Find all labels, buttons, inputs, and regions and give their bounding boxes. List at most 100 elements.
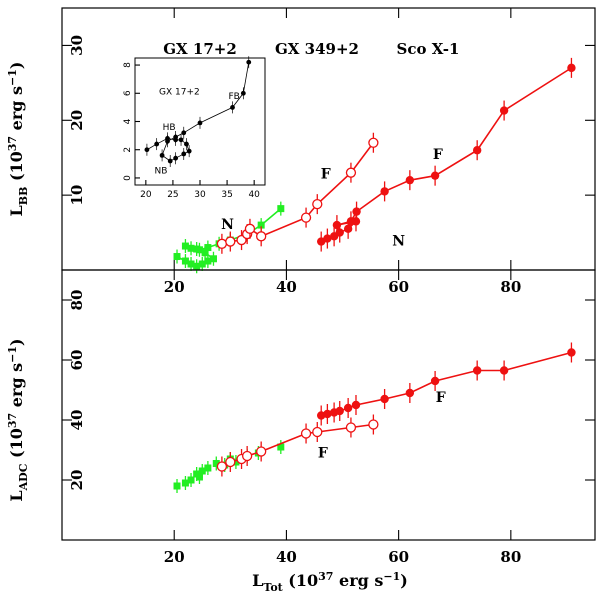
inset-xtick-label: 20 — [140, 190, 152, 200]
inset-xtick-label: 40 — [248, 190, 260, 200]
top-xtick-label: 60 — [388, 278, 409, 296]
inset-annotation: FB — [228, 92, 239, 102]
bottom-gx349-point — [204, 464, 212, 472]
inset-panel: 20 25 30 35 40 0 2 4 6 8 GX 17+2 HB NB FB — [123, 56, 266, 200]
bottom-gx17-point — [216, 461, 228, 472]
inset-point — [181, 151, 187, 157]
bottom-panel: 20 40 60 80 20 40 60 80 F F LADC (1037 erg s−1) LTo… — [6, 269, 596, 594]
inset-point — [144, 147, 150, 153]
top-xtick-label: 40 — [276, 278, 297, 296]
bottom-sco-point — [405, 388, 415, 398]
title-sco: Sco X-1 — [397, 40, 460, 58]
top-sco-point — [352, 207, 361, 216]
bottom-gx17-point — [345, 422, 357, 433]
top-ylabel: LBB (1037 erg s−1) — [6, 62, 30, 217]
bottom-xlabel: LTot (1037 erg s−1) — [252, 570, 408, 594]
top-sco-line — [320, 67, 572, 243]
bottom-xtick-label: 20 — [164, 548, 185, 566]
bottom-gx349-point — [181, 479, 189, 487]
bottom-sco-point — [380, 394, 389, 404]
bottom-gx17-point — [225, 456, 236, 468]
top-sco-point — [430, 171, 440, 180]
inset-point — [230, 104, 235, 110]
top-gx349-point — [198, 260, 206, 268]
bottom-sco-point — [472, 366, 482, 375]
inset-annotation: HB — [163, 123, 176, 133]
inset-ytick-label: 2 — [123, 147, 133, 153]
top-gx17-point — [312, 198, 323, 210]
top-annotation: N — [392, 233, 405, 249]
top-gx349-point — [209, 255, 217, 263]
bottom-ytick-label: 20 — [68, 470, 86, 491]
inset-xtick-label: 35 — [221, 190, 232, 200]
inset-point — [154, 141, 160, 147]
top-gx349-point — [201, 249, 209, 257]
inset-point — [246, 59, 252, 65]
bottom-sco-point — [567, 348, 576, 357]
top-sco-point — [335, 228, 344, 237]
top-sco-point — [346, 217, 356, 226]
inset-point — [173, 134, 179, 140]
bottom-sco-point — [343, 403, 353, 413]
bottom-gx349-point — [173, 482, 181, 490]
inset-point — [181, 130, 187, 136]
inset-point — [184, 141, 189, 147]
top-sco-point — [323, 234, 332, 243]
bottom-gx349-point — [232, 458, 240, 466]
bottom-frame — [61, 269, 596, 541]
inset-ytick-label: 6 — [123, 90, 133, 96]
bottom-sco-point — [351, 400, 361, 410]
title-gx349: GX 349+2 — [275, 40, 359, 58]
top-sco-point — [499, 106, 509, 115]
inset-ytick-label: 8 — [123, 62, 133, 68]
inset-ytick-label: 0 — [123, 175, 133, 181]
top-gx349-point — [181, 257, 189, 265]
bottom-sco-point — [430, 376, 440, 386]
inset-point — [197, 120, 203, 126]
bottom-gx349-point — [187, 476, 195, 484]
top-annotation: F — [321, 167, 331, 183]
bottom-gx17-point — [300, 428, 312, 439]
top-gx349-point — [277, 205, 285, 213]
top-gx17-line — [221, 142, 375, 245]
bottom-gx349-point — [195, 473, 203, 481]
bottom-sco-point — [323, 409, 332, 419]
top-ytick-label: 10 — [68, 185, 86, 206]
top-ytick-label: 20 — [68, 110, 86, 131]
inset-point — [240, 90, 246, 96]
bottom-gx349-point — [212, 460, 220, 467]
top-ytick-label: 30 — [68, 35, 86, 56]
inset-ytick-label: 4 — [123, 118, 133, 124]
title-gx17: GX 17+2 — [163, 40, 237, 58]
bottom-gx17-point — [368, 419, 379, 430]
top-gx349-point — [195, 246, 203, 254]
top-gx17-point — [244, 223, 256, 234]
top-sco-point — [567, 63, 576, 73]
top-gx349-point — [193, 262, 201, 270]
top-gx17-point — [300, 212, 312, 223]
bottom-ytick-label: 80 — [68, 290, 86, 311]
top-sco-point — [343, 224, 353, 234]
bottom-gx17-point — [241, 450, 253, 462]
bottom-sco-point — [499, 366, 509, 375]
bottom-ylabel: LADC (1037 erg s−1) — [6, 338, 30, 501]
bottom-annotation: F — [436, 390, 446, 406]
inset-point — [173, 155, 179, 161]
top-sco-point — [405, 175, 415, 185]
top-annotation: F — [433, 147, 443, 163]
bottom-ytick-label: 60 — [68, 350, 86, 371]
bottom-xtick-label: 40 — [276, 548, 297, 566]
top-sco-point — [472, 146, 482, 155]
bottom-gx17-point — [256, 446, 267, 457]
inset-annotation: NB — [155, 167, 168, 177]
top-gx349-point — [257, 221, 265, 229]
top-xtick-label: 80 — [500, 278, 521, 296]
top-gx349-point — [204, 257, 212, 265]
top-gx17-point — [256, 231, 267, 242]
top-gx17-point — [345, 167, 357, 178]
top-xtick-label: 20 — [164, 278, 185, 296]
bottom-annotation: F — [318, 446, 328, 462]
top-gx17-point — [368, 137, 379, 148]
